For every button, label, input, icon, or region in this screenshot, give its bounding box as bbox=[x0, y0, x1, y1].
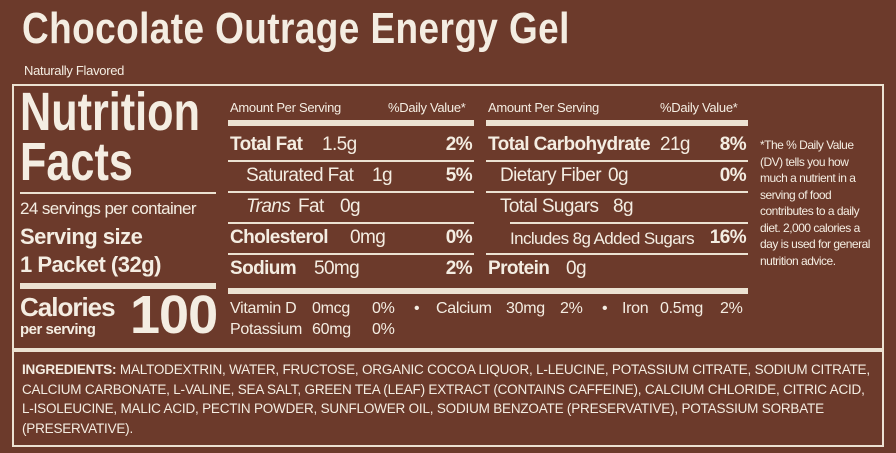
nutrient-row: Sodium 50mg 2% bbox=[230, 258, 473, 284]
micro-dv: 0% bbox=[372, 300, 395, 317]
micro-dv: 2% bbox=[560, 300, 583, 317]
nutrient-dv: 0% bbox=[719, 165, 747, 186]
border bbox=[12, 84, 14, 447]
micro-amount: 0mcg bbox=[312, 300, 350, 317]
nutrient-name: Cholesterol bbox=[230, 227, 329, 248]
micro-amount: 30mg bbox=[506, 300, 545, 317]
border bbox=[12, 445, 884, 447]
micro-amount: 60mg bbox=[312, 321, 351, 338]
nutrient-amount: 0g bbox=[608, 165, 629, 186]
nutrient-name: Dietary Fiber bbox=[500, 165, 602, 186]
micro-dv: 2% bbox=[720, 300, 743, 317]
facts-heading: Nutrition bbox=[20, 82, 200, 142]
serving-size-label: Serving size bbox=[20, 224, 143, 249]
footnote: *The % Daily Value (DV) tells you how mu… bbox=[760, 138, 870, 268]
title: Chocolate Outrage Energy Gel bbox=[22, 4, 570, 53]
calories-value: 100 bbox=[130, 285, 218, 345]
divider bbox=[486, 160, 748, 162]
divider bbox=[486, 253, 748, 255]
micro-name: Potassium bbox=[230, 321, 302, 338]
nutrient-dv: 0% bbox=[445, 227, 473, 248]
divider bbox=[228, 253, 474, 255]
micro-name: Calcium bbox=[436, 300, 492, 317]
nutrient-name: Total Fat bbox=[230, 134, 303, 155]
ingredients-label: INGREDIENTS: bbox=[22, 362, 117, 377]
facts-heading: Facts bbox=[20, 132, 133, 192]
micro-amount: 0.5mg bbox=[660, 300, 703, 317]
nutrient-amount: 0mg bbox=[350, 227, 386, 248]
nutrient-row: Protein 0g bbox=[488, 258, 746, 284]
nutrient-row: Trans Fat 0g bbox=[230, 196, 472, 222]
nutrient-amount: 1.5g bbox=[322, 134, 357, 155]
nutrient-dv: 2% bbox=[445, 134, 473, 155]
nutrient-row: Dietary Fiber 0g 0% bbox=[488, 165, 747, 191]
calories-label: Calories bbox=[20, 292, 116, 322]
nutrient-dv: 16% bbox=[709, 227, 747, 248]
serving-size: 1 Packet (32g) bbox=[20, 252, 161, 277]
divider bbox=[228, 222, 474, 224]
nutrient-row: Includes 8g Added Sugars 16% bbox=[488, 227, 747, 255]
nutrient-row: Cholesterol 0mg 0% bbox=[230, 227, 473, 253]
nutrient-dv: 5% bbox=[445, 165, 473, 186]
calories-sub: per serving bbox=[20, 321, 96, 338]
nutrient-amount: 50mg bbox=[314, 258, 360, 279]
nutrient-row: Total Sugars 8g bbox=[488, 196, 746, 222]
ingredients: INGREDIENTS: MALTODEXTRIN, WATER, FRUCTO… bbox=[22, 360, 878, 438]
column-header: Amount Per Serving bbox=[488, 100, 599, 115]
nutrient-row: Total Fat 1.5g 2% bbox=[230, 134, 473, 160]
ingredients-text: MALTODEXTRIN, WATER, FRUCTOSE, ORGANIC C… bbox=[22, 362, 870, 436]
nutrient-amount: 1g bbox=[372, 165, 393, 186]
nutrient-name: Fat bbox=[298, 196, 324, 217]
divider bbox=[20, 192, 216, 194]
nutrient-name: Sodium bbox=[230, 258, 297, 279]
subtitle: Naturally Flavored bbox=[24, 63, 125, 78]
divider bbox=[510, 222, 748, 224]
column-header: %Daily Value* bbox=[660, 100, 738, 115]
micro-name: Vitamin D bbox=[230, 300, 297, 317]
nutrient-amount: 21g bbox=[660, 134, 691, 155]
divider bbox=[228, 191, 474, 193]
nutrient-dv: 2% bbox=[445, 258, 473, 279]
nutrient-dv: 8% bbox=[719, 134, 747, 155]
nutrient-name: Includes 8g Added Sugars bbox=[510, 229, 695, 248]
servings: 24 servings per container bbox=[20, 199, 196, 218]
nutrient-amount: 0g bbox=[340, 196, 361, 217]
nutrient-row: Total Carbohydrate 21g 8% bbox=[488, 134, 747, 160]
nutrient-row: Saturated Fat 1g 5% bbox=[230, 165, 473, 191]
nutrient-name: Total Carbohydrate bbox=[488, 134, 651, 155]
border bbox=[882, 84, 884, 447]
border bbox=[12, 84, 884, 86]
divider bbox=[228, 288, 748, 294]
column-header: Amount Per Serving bbox=[230, 100, 341, 115]
nutrient-amount: 8g bbox=[613, 196, 634, 217]
divider bbox=[486, 191, 748, 193]
column-header: %Daily Value* bbox=[388, 100, 466, 115]
nutrient-name: Trans bbox=[246, 196, 291, 217]
divider bbox=[228, 160, 474, 162]
separator: • bbox=[414, 300, 420, 317]
micro-name: Iron bbox=[622, 300, 649, 317]
nutrient-name: Protein bbox=[488, 258, 550, 279]
divider bbox=[12, 348, 884, 352]
divider bbox=[20, 283, 216, 289]
nutrient-name: Saturated Fat bbox=[246, 165, 354, 186]
micros-row: Vitamin D 0mcg 0% • Calcium 30mg 2% • Iron 0.… bbox=[230, 300, 750, 326]
micros-row: Potassium 60mg 0% bbox=[230, 321, 530, 347]
divider bbox=[228, 120, 474, 126]
separator: • bbox=[602, 300, 608, 317]
nutrient-name: Total Sugars bbox=[500, 196, 599, 217]
micro-dv: 0% bbox=[372, 321, 395, 338]
divider bbox=[486, 120, 748, 126]
nutrient-amount: 0g bbox=[566, 258, 587, 279]
